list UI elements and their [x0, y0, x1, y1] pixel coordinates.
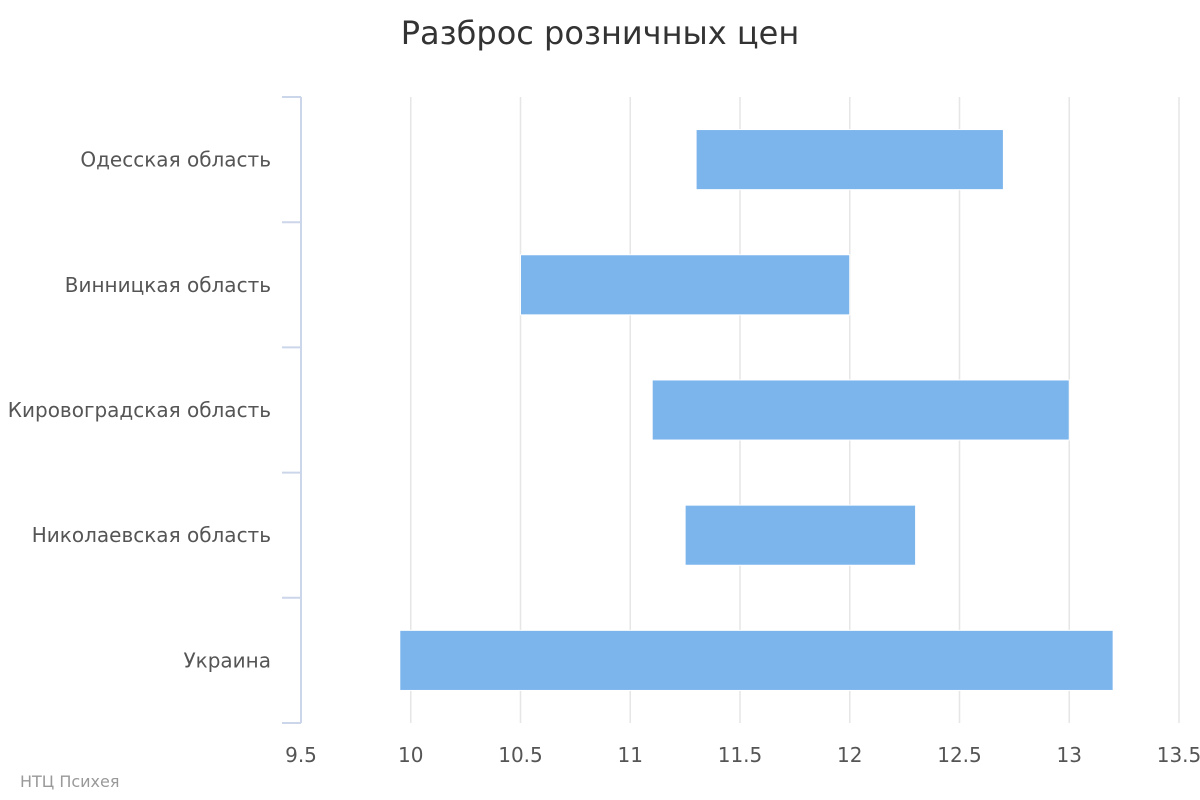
- category-label: Винницкая область: [65, 273, 271, 297]
- category-labels: Одесская область Винницкая область Кировог…: [8, 148, 271, 673]
- x-tick-label: 9.5: [285, 743, 317, 767]
- x-tick-label: 10: [398, 743, 423, 767]
- x-tick-label: 11: [618, 743, 643, 767]
- x-tick-label: 12: [837, 743, 862, 767]
- x-tick-label: 10.5: [498, 743, 543, 767]
- x-tick-label: 13.5: [1157, 743, 1200, 767]
- tick-labels: 9.5 10 10.5 11 11.5 12 12.5 13 13.5: [285, 743, 1200, 767]
- x-tick-label: 13: [1057, 743, 1082, 767]
- category-label: Николаевская область: [32, 523, 271, 547]
- x-tick-label: 11.5: [718, 743, 763, 767]
- chart-title: Разброс розничных цен: [400, 14, 800, 52]
- bars-layer: [399, 129, 1114, 691]
- range-bar: [399, 629, 1114, 691]
- category-label: Украина: [183, 648, 271, 672]
- credits-label: НТЦ Психея: [20, 772, 120, 791]
- range-bar: [695, 129, 1004, 191]
- range-bar: [651, 379, 1070, 441]
- category-label: Кировоградская область: [8, 398, 271, 422]
- range-bar: [684, 504, 917, 566]
- x-tick-label: 12.5: [937, 743, 982, 767]
- range-bar: [520, 254, 851, 316]
- category-label: Одесская область: [80, 148, 271, 172]
- axis-layer: [282, 96, 302, 724]
